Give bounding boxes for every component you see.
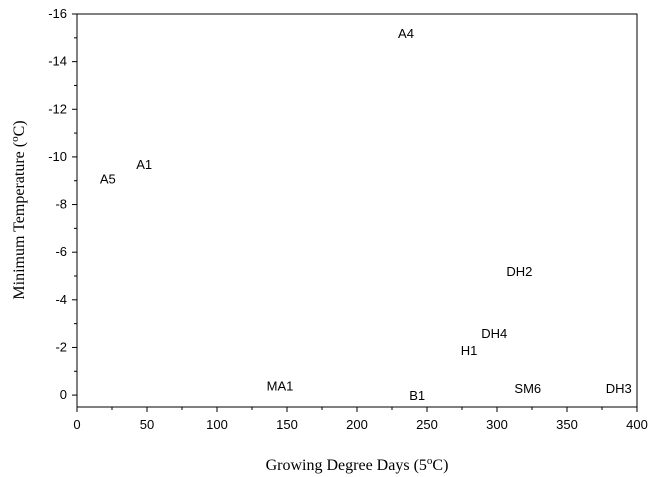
y-tick-label: -16 [48, 6, 67, 21]
point-label-b1: B1 [409, 388, 425, 403]
y-tick-label: -6 [55, 244, 67, 259]
point-label-a5: A5 [100, 171, 116, 186]
y-tick-label: -10 [48, 149, 67, 164]
x-tick-label: 400 [626, 417, 648, 432]
x-axis-ticks: 0 50 100 150 200 250 300 350 400 [73, 407, 648, 432]
y-tick-label: 0 [60, 387, 67, 402]
y-tick-label: -2 [55, 339, 67, 354]
plot-frame [76, 13, 638, 408]
point-label-ma1: MA1 [267, 379, 294, 394]
x-tick-label: 50 [140, 417, 154, 432]
point-label-a4: A4 [398, 26, 414, 41]
x-axis-label: Growing Degree Days (5oC) [266, 455, 449, 474]
point-label-sm6: SM6 [514, 381, 541, 396]
y-axis-ticks: 0 -2 -4 -6 -8 -10 -12 -14 -16 [48, 6, 77, 402]
x-tick-label: 200 [346, 417, 368, 432]
x-tick-label: 350 [556, 417, 578, 432]
point-label-dh2: DH2 [506, 264, 532, 279]
point-label-h1: H1 [461, 343, 478, 358]
x-tick-label: 100 [206, 417, 228, 432]
x-tick-label: 150 [276, 417, 298, 432]
x-tick-label: 300 [486, 417, 508, 432]
x-tick-label: 0 [73, 417, 80, 432]
y-tick-label: -8 [55, 197, 67, 212]
point-label-dh4: DH4 [481, 326, 507, 341]
y-tick-label: -4 [55, 292, 67, 307]
y-tick-label: -14 [48, 54, 67, 69]
y-axis-label: Minimum Temperature (oC) [9, 120, 28, 299]
point-label-a1: A1 [136, 157, 152, 172]
y-tick-label: -12 [48, 101, 67, 116]
x-tick-label: 250 [416, 417, 438, 432]
point-label-dh3: DH3 [606, 381, 632, 396]
